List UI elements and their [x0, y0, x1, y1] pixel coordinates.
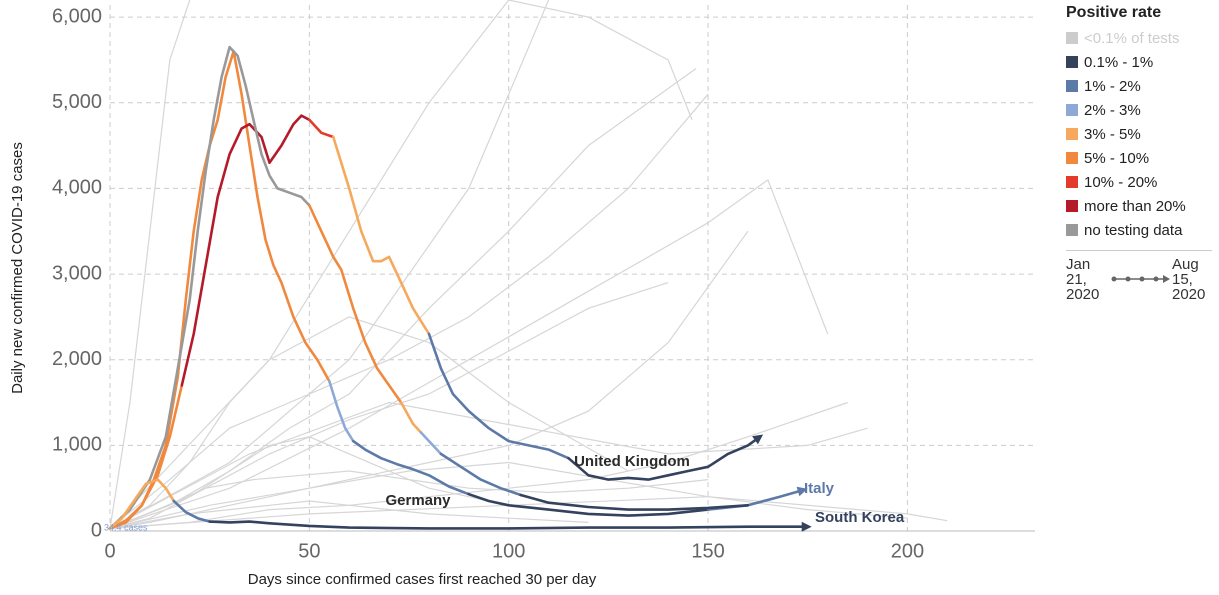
background-line [109, 496, 948, 529]
legend-title: Positive rate [1066, 4, 1162, 21]
legend-swatch [1066, 152, 1078, 164]
annotation: Italy [804, 480, 835, 497]
annotation: United Kingdom [574, 453, 690, 470]
plot-area [108, 0, 948, 532]
legend-item[interactable]: <0.1% of tests [1066, 26, 1216, 50]
legend-item[interactable]: 0.1% - 1% [1066, 50, 1216, 74]
legend-item[interactable]: 10% - 20% [1066, 170, 1216, 194]
legend-label: 5% - 10% [1084, 149, 1150, 167]
country-line [172, 499, 211, 523]
arrow-head [796, 486, 808, 497]
background-line [109, 0, 693, 529]
x-tick-label: 150 [691, 540, 724, 562]
legend-label: 3% - 5% [1084, 125, 1141, 143]
background-line [109, 470, 709, 529]
country-line [467, 492, 710, 517]
y-tick-label: 6,000 [52, 5, 102, 27]
legend-swatch [1066, 176, 1078, 188]
timeline-start: Jan 21, 2020 [1066, 256, 1100, 303]
legend-item[interactable]: more than 20% [1066, 194, 1216, 218]
legend-item[interactable]: 1% - 2% [1066, 74, 1216, 98]
grid [109, 5, 1035, 532]
x-tick-label: 50 [298, 540, 320, 562]
legend-label: 0.1% - 1% [1084, 53, 1154, 71]
y-tick-label: 4,000 [52, 177, 102, 199]
background-line [109, 401, 868, 529]
legend-label: more than 20% [1084, 197, 1186, 215]
background-line [109, 401, 848, 529]
y-tick-label: 5,000 [52, 91, 102, 113]
annotation: South Korea [815, 509, 905, 526]
legend-label: no testing data [1084, 221, 1183, 239]
country-line [108, 45, 311, 530]
x-axis-title: Days since confirmed cases first reached… [248, 571, 597, 588]
arrow-head [801, 521, 812, 532]
legend-label: 1% - 2% [1084, 77, 1141, 95]
legend-swatch [1066, 128, 1078, 140]
country-line [519, 493, 750, 511]
legend-item[interactable]: 2% - 3% [1066, 98, 1216, 122]
legend-separator [1066, 250, 1212, 251]
legend-item[interactable]: 5% - 10% [1066, 146, 1216, 170]
legend-swatch [1066, 56, 1078, 68]
y-tick-label: 2,000 [52, 348, 102, 370]
country-line [399, 401, 423, 434]
country-line [427, 332, 570, 460]
background-line [109, 0, 550, 529]
timeline: Jan 21, 2020 Aug 15, 2020 [1066, 257, 1216, 313]
y-axis-title: Daily new confirmed COVID-19 cases [9, 142, 26, 394]
country-line [332, 135, 431, 336]
legend-swatch [1066, 200, 1078, 212]
legend-swatch [1066, 104, 1078, 116]
x-tick-label: 200 [891, 540, 924, 562]
legend-item[interactable]: no testing data [1066, 218, 1216, 242]
legend-swatch [1066, 80, 1078, 92]
country-line [108, 384, 184, 530]
country-line [208, 520, 809, 530]
timeline-end: Aug 15, 2020 [1172, 256, 1206, 303]
background-line [109, 0, 191, 529]
y-tick-label: 3,000 [52, 262, 102, 284]
country-line [308, 118, 335, 139]
legend: Positive rate <0.1% of tests 0.1% - 1% 1% … [1066, 4, 1216, 313]
country-line [108, 478, 176, 530]
background-line [109, 500, 589, 529]
legend-items: <0.1% of tests 0.1% - 1% 1% - 2% 2% - 3% 3% … [1066, 26, 1216, 242]
country-line [567, 435, 762, 481]
x-tick-label: 100 [492, 540, 525, 562]
legend-swatch [1066, 224, 1078, 236]
chart: 0 1,000 2,000 3,000 4,000 5,000 6,000 0 50 100 150… [9, 0, 1035, 588]
annotation: 34.4 cases [104, 522, 148, 532]
country-line [180, 114, 311, 387]
background-line [109, 68, 697, 529]
y-tick-label: 0 [91, 519, 102, 541]
legend-label: 2% - 3% [1084, 101, 1141, 119]
annotation: Germany [385, 492, 451, 509]
background-line [109, 93, 709, 529]
country-line [419, 431, 443, 456]
labels: 0 1,000 2,000 3,000 4,000 5,000 6,000 0 50 100 150… [52, 5, 924, 562]
background-line [109, 178, 829, 529]
legend-swatch [1066, 32, 1078, 44]
x-tick-label: 0 [104, 540, 115, 562]
timeline-arrow [1111, 275, 1170, 283]
country-line [351, 439, 471, 496]
country-line [439, 452, 522, 497]
background-line [109, 461, 908, 529]
background-line [109, 230, 749, 529]
country-line [328, 379, 355, 443]
country-line [308, 204, 403, 404]
y-tick-label: 1,000 [52, 434, 102, 456]
legend-label: 10% - 20% [1084, 173, 1158, 191]
arrow-head [752, 434, 764, 445]
legend-item[interactable]: 3% - 5% [1066, 122, 1216, 146]
country-line [108, 50, 331, 530]
legend-label: <0.1% of tests [1084, 29, 1180, 47]
